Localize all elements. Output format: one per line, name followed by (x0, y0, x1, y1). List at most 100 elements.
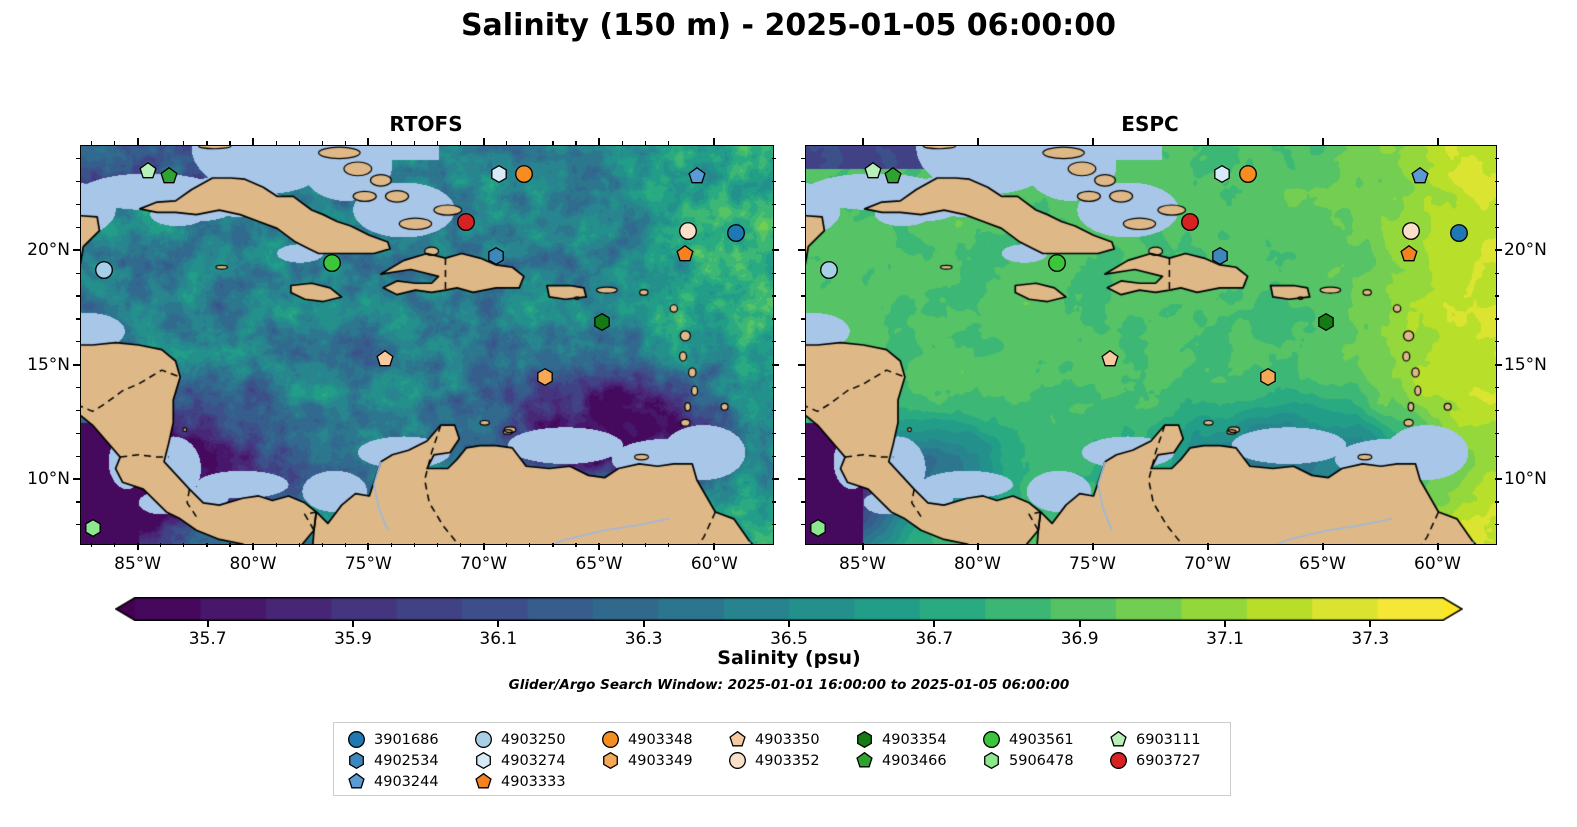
axis-tick (575, 141, 577, 145)
axis-tick (275, 141, 277, 145)
legend-item-4903274[interactable]: 4903274 (475, 751, 566, 770)
axis-tick (321, 141, 323, 145)
legend-item-6903111[interactable]: 6903111 (1110, 730, 1201, 748)
axis-tick (772, 158, 776, 160)
colorbar-tick (1224, 621, 1226, 627)
legend-item-4903561[interactable]: 4903561 (983, 731, 1074, 748)
float-marker-4903352[interactable] (1401, 221, 1420, 244)
axis-tick (390, 543, 393, 547)
legend-item-4903250[interactable]: 4903250 (475, 731, 566, 748)
float-marker-6903111[interactable] (864, 162, 882, 184)
axis-tick (861, 138, 864, 145)
float-marker-6903727[interactable] (457, 212, 476, 235)
map-panel-rtofs[interactable] (80, 145, 774, 545)
axis-tick (160, 141, 162, 145)
axis-tick (1091, 543, 1094, 550)
axis-tick (1495, 203, 1499, 206)
float-marker-4903350[interactable] (376, 349, 395, 372)
float-marker-5906478[interactable] (809, 519, 827, 541)
float-marker-5906478[interactable] (84, 519, 102, 541)
float-marker-4903348[interactable] (1238, 164, 1257, 187)
legend-marker-hexagon-icon (348, 751, 365, 770)
float-marker-6903111[interactable] (139, 162, 157, 184)
axis-tick (801, 409, 805, 412)
legend-label-5906478: 5906478 (1009, 752, 1074, 769)
float-marker-4903348[interactable] (514, 164, 533, 187)
legend-marker-pentagon-icon (856, 751, 873, 769)
axis-tick (298, 141, 300, 145)
float-marker-4903250[interactable] (95, 260, 113, 283)
legend-label-4903352: 4903352 (755, 752, 820, 769)
legend-item-4903244[interactable]: 4903244 (348, 772, 439, 790)
axis-tick (801, 432, 805, 434)
float-marker-3901686[interactable] (1450, 224, 1469, 246)
legend-item-4902534[interactable]: 4902534 (348, 751, 439, 770)
float-marker-4903250[interactable] (820, 260, 838, 283)
colorbar[interactable]: 35.7 35.9 36.1 36.3 36.5 36.7 36.9 37.1 37.3 Sal… (115, 597, 1463, 697)
axis-tick (1495, 295, 1499, 297)
colorbar-tick (1369, 621, 1372, 627)
axis-tick (460, 141, 462, 145)
axis-tick (772, 363, 779, 366)
float-marker-4903354[interactable] (1317, 313, 1335, 335)
axis-tick (976, 138, 979, 145)
float-marker-4903274[interactable] (490, 164, 508, 187)
legend-item-5906478[interactable]: 5906478 (983, 751, 1074, 770)
axis-tick (76, 409, 80, 412)
axis-tick (160, 543, 162, 547)
float-marker-4903352[interactable] (678, 221, 697, 244)
axis-tick (772, 409, 776, 412)
float-legend[interactable]: 3901686 4903250 4903348 4903350 4903354 49035… (333, 722, 1231, 796)
axis-tick (798, 363, 805, 366)
float-marker-4903561[interactable] (1047, 254, 1066, 276)
float-marker-4903244[interactable] (688, 166, 706, 189)
float-marker-4903274[interactable] (1213, 164, 1231, 187)
colorbar-tick (933, 621, 936, 627)
float-marker-4903466[interactable] (884, 166, 903, 189)
axis-tick (1495, 158, 1499, 160)
float-marker-4902534[interactable] (487, 247, 505, 269)
float-marker-6903727[interactable] (1181, 212, 1200, 235)
float-marker-4903333[interactable] (1399, 244, 1418, 267)
axis-tick (460, 543, 462, 547)
float-marker-4903333[interactable] (676, 244, 694, 267)
float-marker-4903350[interactable] (1100, 349, 1119, 372)
legend-item-4903350[interactable]: 4903350 (729, 730, 820, 748)
legend-marker-hexagon-icon (602, 751, 619, 770)
axis-tick (1206, 543, 1209, 550)
colorbar-tick (497, 621, 500, 627)
axis-tick (76, 386, 80, 389)
axis-tick (772, 455, 776, 457)
legend-item-4903354[interactable]: 4903354 (856, 730, 947, 749)
legend-item-6903727[interactable]: 6903727 (1110, 752, 1201, 769)
float-marker-4903349[interactable] (536, 368, 554, 390)
map-panel-espc[interactable] (805, 145, 1497, 545)
legend-item-4903333[interactable]: 4903333 (475, 772, 566, 790)
axis-tick (73, 363, 80, 366)
float-marker-4903244[interactable] (1411, 166, 1429, 189)
axis-tick (252, 138, 254, 145)
legend-item-4903349[interactable]: 4903349 (602, 751, 693, 770)
float-marker-4903561[interactable] (323, 254, 342, 276)
axis-tick (772, 249, 779, 252)
axis-tick (1495, 272, 1499, 274)
float-marker-4903354[interactable] (593, 313, 611, 335)
legend-item-3901686[interactable]: 3901686 (348, 731, 439, 748)
axis-tick (229, 543, 231, 547)
axis-tick (73, 249, 80, 252)
lat-tick-label-right-1: 15°N (1504, 354, 1547, 375)
axis-tick (206, 543, 208, 547)
axis-tick (76, 158, 80, 160)
float-marker-4902534[interactable] (1211, 247, 1229, 269)
float-marker-4903349[interactable] (1259, 368, 1277, 390)
float-marker-3901686[interactable] (727, 224, 746, 246)
axis-tick (413, 141, 416, 145)
lon-tick-label-1-1: 80°W (954, 554, 1001, 574)
legend-item-4903348[interactable]: 4903348 (602, 731, 693, 748)
legend-item-4903466[interactable]: 4903466 (856, 751, 947, 769)
axis-tick (91, 141, 93, 145)
float-marker-4903466[interactable] (160, 166, 178, 189)
legend-item-4903352[interactable]: 4903352 (729, 752, 820, 769)
legend-label-4903350: 4903350 (755, 731, 820, 748)
axis-tick (801, 501, 805, 503)
